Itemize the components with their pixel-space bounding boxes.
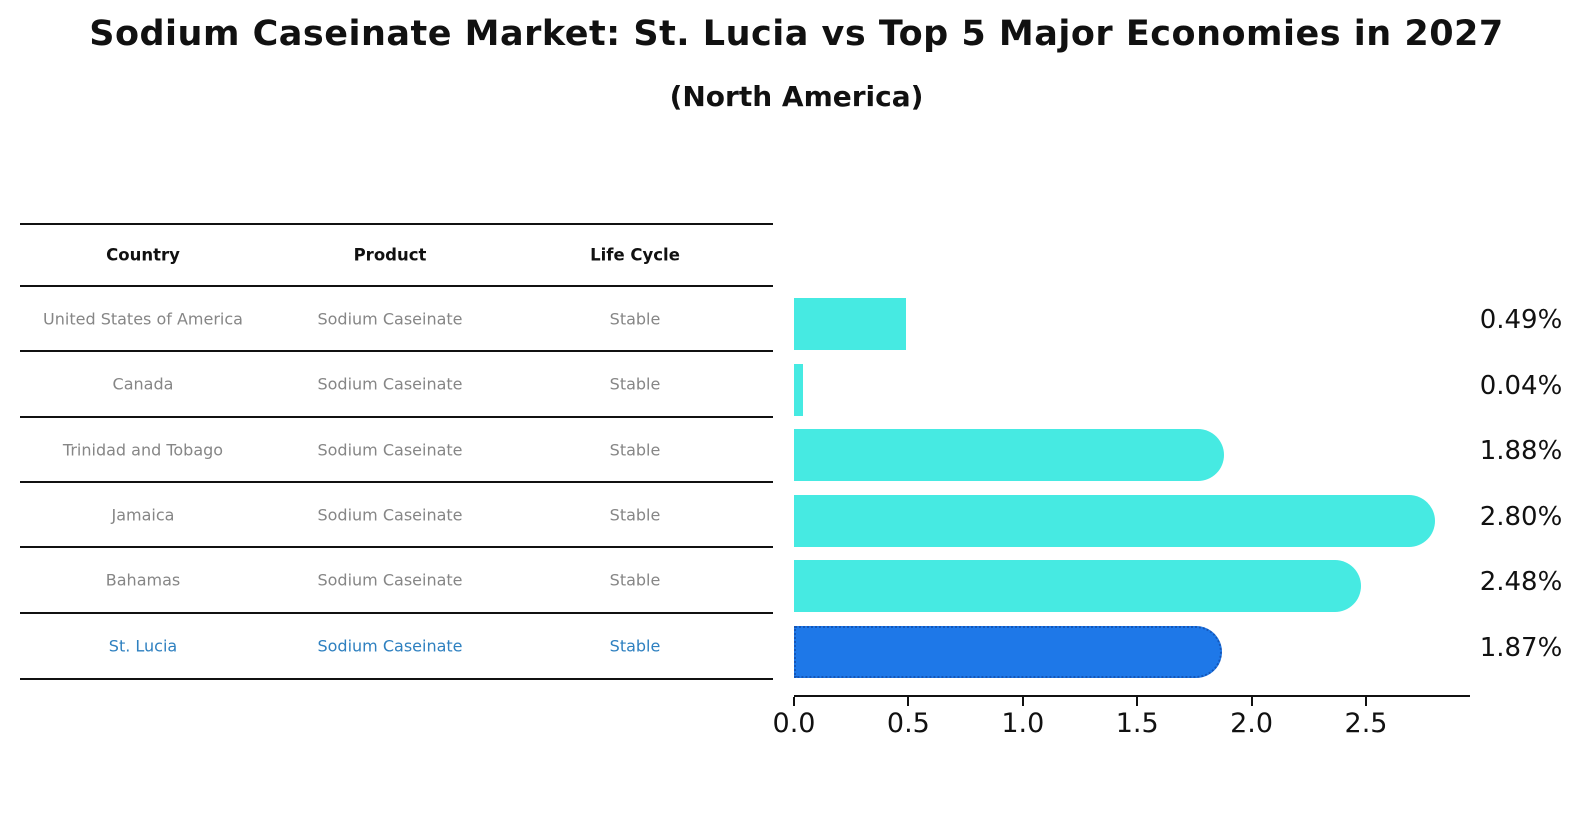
table-row: Trinidad and Tobago Sodium Caseinate Sta…	[20, 440, 773, 459]
table-cell-country: Trinidad and Tobago	[62, 440, 224, 459]
x-axis-tick-label: 0.5	[886, 708, 930, 739]
bar-trinidad-and-tobago	[794, 429, 1225, 481]
bar-united-states	[794, 298, 907, 350]
table-header-product: Product	[353, 245, 427, 265]
table-cell-product: Sodium Caseinate	[317, 505, 463, 524]
x-axis-tick-label: 1.5	[1115, 708, 1159, 739]
chart-subtitle: (North America)	[669, 80, 924, 113]
table-border-line	[20, 416, 773, 418]
table-cell-life-cycle: Stable	[609, 440, 661, 459]
bar-value-label: 0.04%	[1479, 370, 1563, 401]
x-axis-tick	[1136, 697, 1139, 706]
table-cell-country: Bahamas	[105, 570, 181, 590]
x-axis-tick	[907, 697, 910, 706]
table-cell-life-cycle: Stable	[609, 309, 661, 328]
x-axis-tick	[1021, 697, 1024, 706]
table-cell-product: Sodium Caseinate	[317, 440, 463, 459]
table-header-life-cycle: Life Cycle	[590, 245, 680, 265]
x-axis-line	[794, 695, 1470, 697]
table-row: Bahamas Sodium Caseinate Stable	[20, 571, 773, 590]
table-cell-country: St. Lucia	[108, 636, 178, 656]
bar-value-label: 2.80%	[1479, 501, 1563, 532]
bar-value-label: 1.88%	[1479, 436, 1563, 466]
table-border-line	[20, 678, 773, 680]
x-axis-tick-label: 2.5	[1344, 708, 1388, 739]
table-header-row: Country Product Life Cycle	[20, 246, 773, 265]
table-row: Canada Sodium Caseinate Stable	[20, 375, 773, 394]
table-cell-product: Sodium Caseinate	[317, 309, 463, 328]
table-cell-life-cycle: Stable	[609, 570, 661, 590]
table-cell-life-cycle: Stable	[609, 374, 661, 394]
bar-canada	[794, 363, 804, 416]
table-border-line	[20, 223, 773, 225]
table-border-line	[20, 481, 773, 483]
table-cell-product: Sodium Caseinate	[317, 636, 463, 656]
table-row: Jamaica Sodium Caseinate Stable	[20, 505, 773, 524]
table-cell-country: Jamaica	[111, 505, 175, 524]
table-cell-country: Canada	[112, 374, 174, 394]
bar-st-lucia-highlight	[794, 625, 1222, 678]
table-border-line	[20, 350, 773, 352]
bar-value-label: 2.48%	[1479, 567, 1563, 597]
x-axis-tick-label: 1.0	[1001, 708, 1045, 739]
table-cell-life-cycle: Stable	[609, 636, 661, 656]
table-cell-product: Sodium Caseinate	[317, 570, 463, 590]
x-axis-tick	[793, 697, 795, 706]
table-cell-country: United States of America	[43, 309, 243, 328]
x-axis-tick-label: 2.0	[1230, 708, 1274, 739]
x-axis-tick-label: 0.0	[772, 708, 816, 739]
table-cell-product: Sodium Caseinate	[317, 374, 463, 394]
table-border-line	[20, 285, 773, 287]
bar-value-label: 1.87%	[1479, 632, 1563, 663]
bar-jamaica	[794, 494, 1435, 547]
chart-title: Sodium Caseinate Market: St. Lucia vs To…	[89, 14, 1504, 54]
x-axis-tick	[1250, 697, 1253, 706]
bar-value-label: 0.49%	[1479, 305, 1563, 335]
x-axis-tick	[1365, 697, 1367, 706]
table-cell-life-cycle: Stable	[609, 505, 661, 524]
table-border-line	[20, 612, 773, 614]
table-header-country: Country	[106, 245, 180, 265]
table-border-line	[20, 546, 773, 548]
table-row-highlight-st-lucia: St. Lucia Sodium Caseinate Stable	[20, 637, 773, 656]
table-row: United States of America Sodium Caseinat…	[20, 309, 773, 328]
bar-bahamas	[794, 560, 1362, 612]
